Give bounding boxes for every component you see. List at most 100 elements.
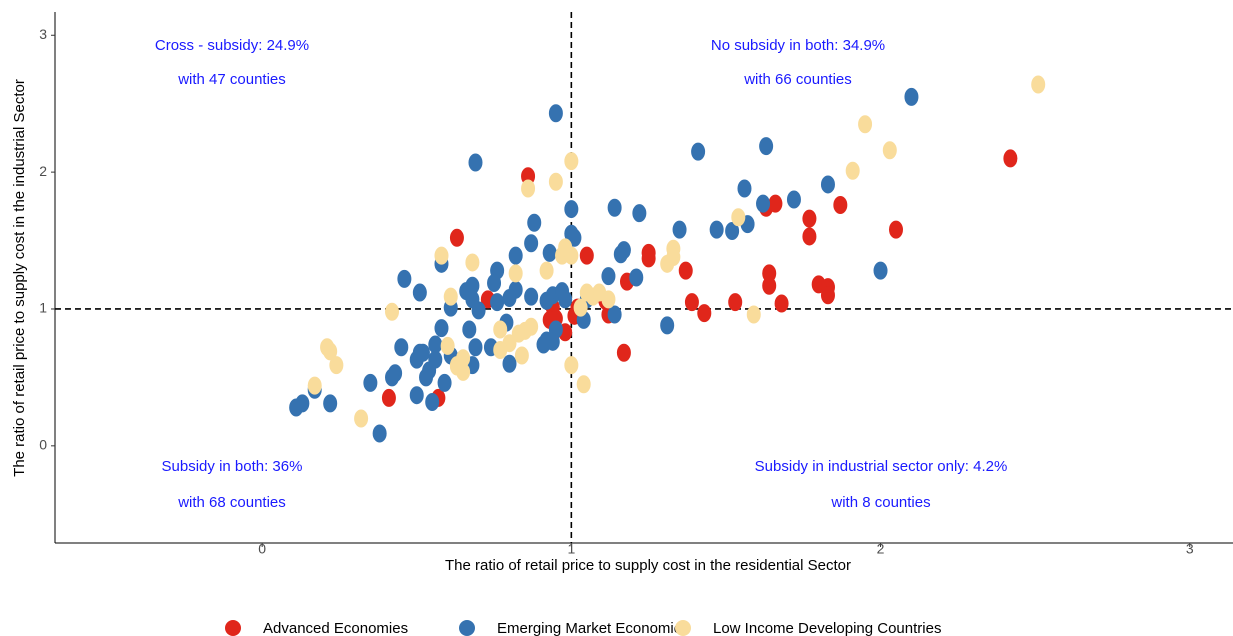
point	[539, 291, 554, 310]
legend-marker	[459, 620, 475, 636]
point	[434, 246, 449, 265]
point	[323, 342, 338, 361]
annotation: Cross - subsidy: 24.9%	[155, 37, 309, 54]
point	[542, 243, 557, 262]
point	[759, 137, 774, 156]
point	[437, 373, 452, 392]
point	[762, 264, 777, 283]
point	[527, 213, 542, 232]
x-tick-label: 3	[1186, 541, 1194, 557]
point	[465, 253, 480, 272]
point	[514, 346, 529, 365]
point	[820, 175, 835, 194]
x-tick-label: 1	[567, 541, 575, 557]
point	[440, 336, 455, 355]
point	[579, 246, 594, 265]
point	[558, 238, 573, 257]
x-tick-label: 0	[258, 541, 266, 557]
point	[858, 115, 873, 134]
point	[607, 305, 622, 324]
point	[616, 343, 631, 362]
point	[786, 190, 801, 209]
point	[487, 273, 502, 292]
point	[774, 294, 789, 313]
legend-marker	[675, 620, 691, 636]
annotation: No subsidy in both: 34.9%	[711, 37, 885, 54]
point	[449, 228, 464, 247]
point	[1031, 75, 1046, 94]
point	[601, 267, 616, 286]
point	[502, 354, 517, 373]
point	[564, 200, 579, 219]
point	[579, 283, 594, 302]
point	[508, 246, 523, 265]
point	[756, 194, 771, 213]
point	[573, 298, 588, 317]
point	[502, 289, 517, 308]
point	[536, 335, 551, 354]
point	[564, 356, 579, 375]
point	[802, 209, 817, 228]
point	[521, 167, 536, 186]
point	[425, 393, 440, 412]
point	[524, 234, 539, 253]
point	[888, 220, 903, 239]
point	[613, 245, 628, 264]
point	[329, 356, 344, 375]
y-tick-label: 2	[39, 163, 47, 179]
point	[882, 141, 897, 160]
point	[468, 153, 483, 172]
point	[363, 373, 378, 392]
point	[539, 261, 554, 280]
y-axis-label: The ratio of retail price to supply cost…	[11, 79, 28, 477]
point	[385, 302, 400, 321]
point	[471, 301, 486, 320]
y-tick-label: 3	[39, 26, 47, 42]
point	[428, 335, 443, 354]
y-tick-label: 0	[39, 437, 47, 453]
point	[660, 254, 675, 273]
point	[1003, 149, 1018, 168]
point	[564, 152, 579, 171]
point	[443, 287, 458, 306]
annotation: with 68 counties	[177, 494, 286, 511]
point	[737, 179, 752, 198]
point	[385, 368, 400, 387]
point	[558, 290, 573, 309]
point	[731, 208, 746, 227]
point	[601, 290, 616, 309]
point	[521, 179, 536, 198]
annotation: with 47 counties	[177, 71, 286, 88]
point	[904, 87, 919, 106]
point	[632, 204, 647, 223]
point	[641, 249, 656, 268]
point	[660, 316, 675, 335]
x-axis-label: The ratio of retail price to supply cost…	[445, 557, 851, 574]
point	[493, 320, 508, 339]
point	[468, 338, 483, 357]
point	[845, 161, 860, 180]
point	[493, 341, 508, 360]
point	[691, 142, 706, 161]
legend-label: Emerging Market Economies	[497, 620, 690, 636]
point	[576, 375, 591, 394]
point	[381, 388, 396, 407]
point	[419, 368, 434, 387]
point	[833, 195, 848, 214]
point	[725, 221, 740, 240]
point	[449, 356, 464, 375]
point	[548, 172, 563, 191]
point	[524, 287, 539, 306]
legend-label: Advanced Economies	[263, 620, 408, 636]
point	[820, 286, 835, 305]
annotation: Subsidy in both: 36%	[162, 458, 303, 475]
point	[372, 424, 387, 443]
y-tick-label: 1	[39, 300, 47, 316]
point	[548, 104, 563, 123]
point	[728, 293, 743, 312]
point	[412, 283, 427, 302]
point	[873, 261, 888, 280]
point	[678, 261, 693, 280]
point	[323, 394, 338, 413]
annotation: with 8 counties	[830, 494, 930, 511]
